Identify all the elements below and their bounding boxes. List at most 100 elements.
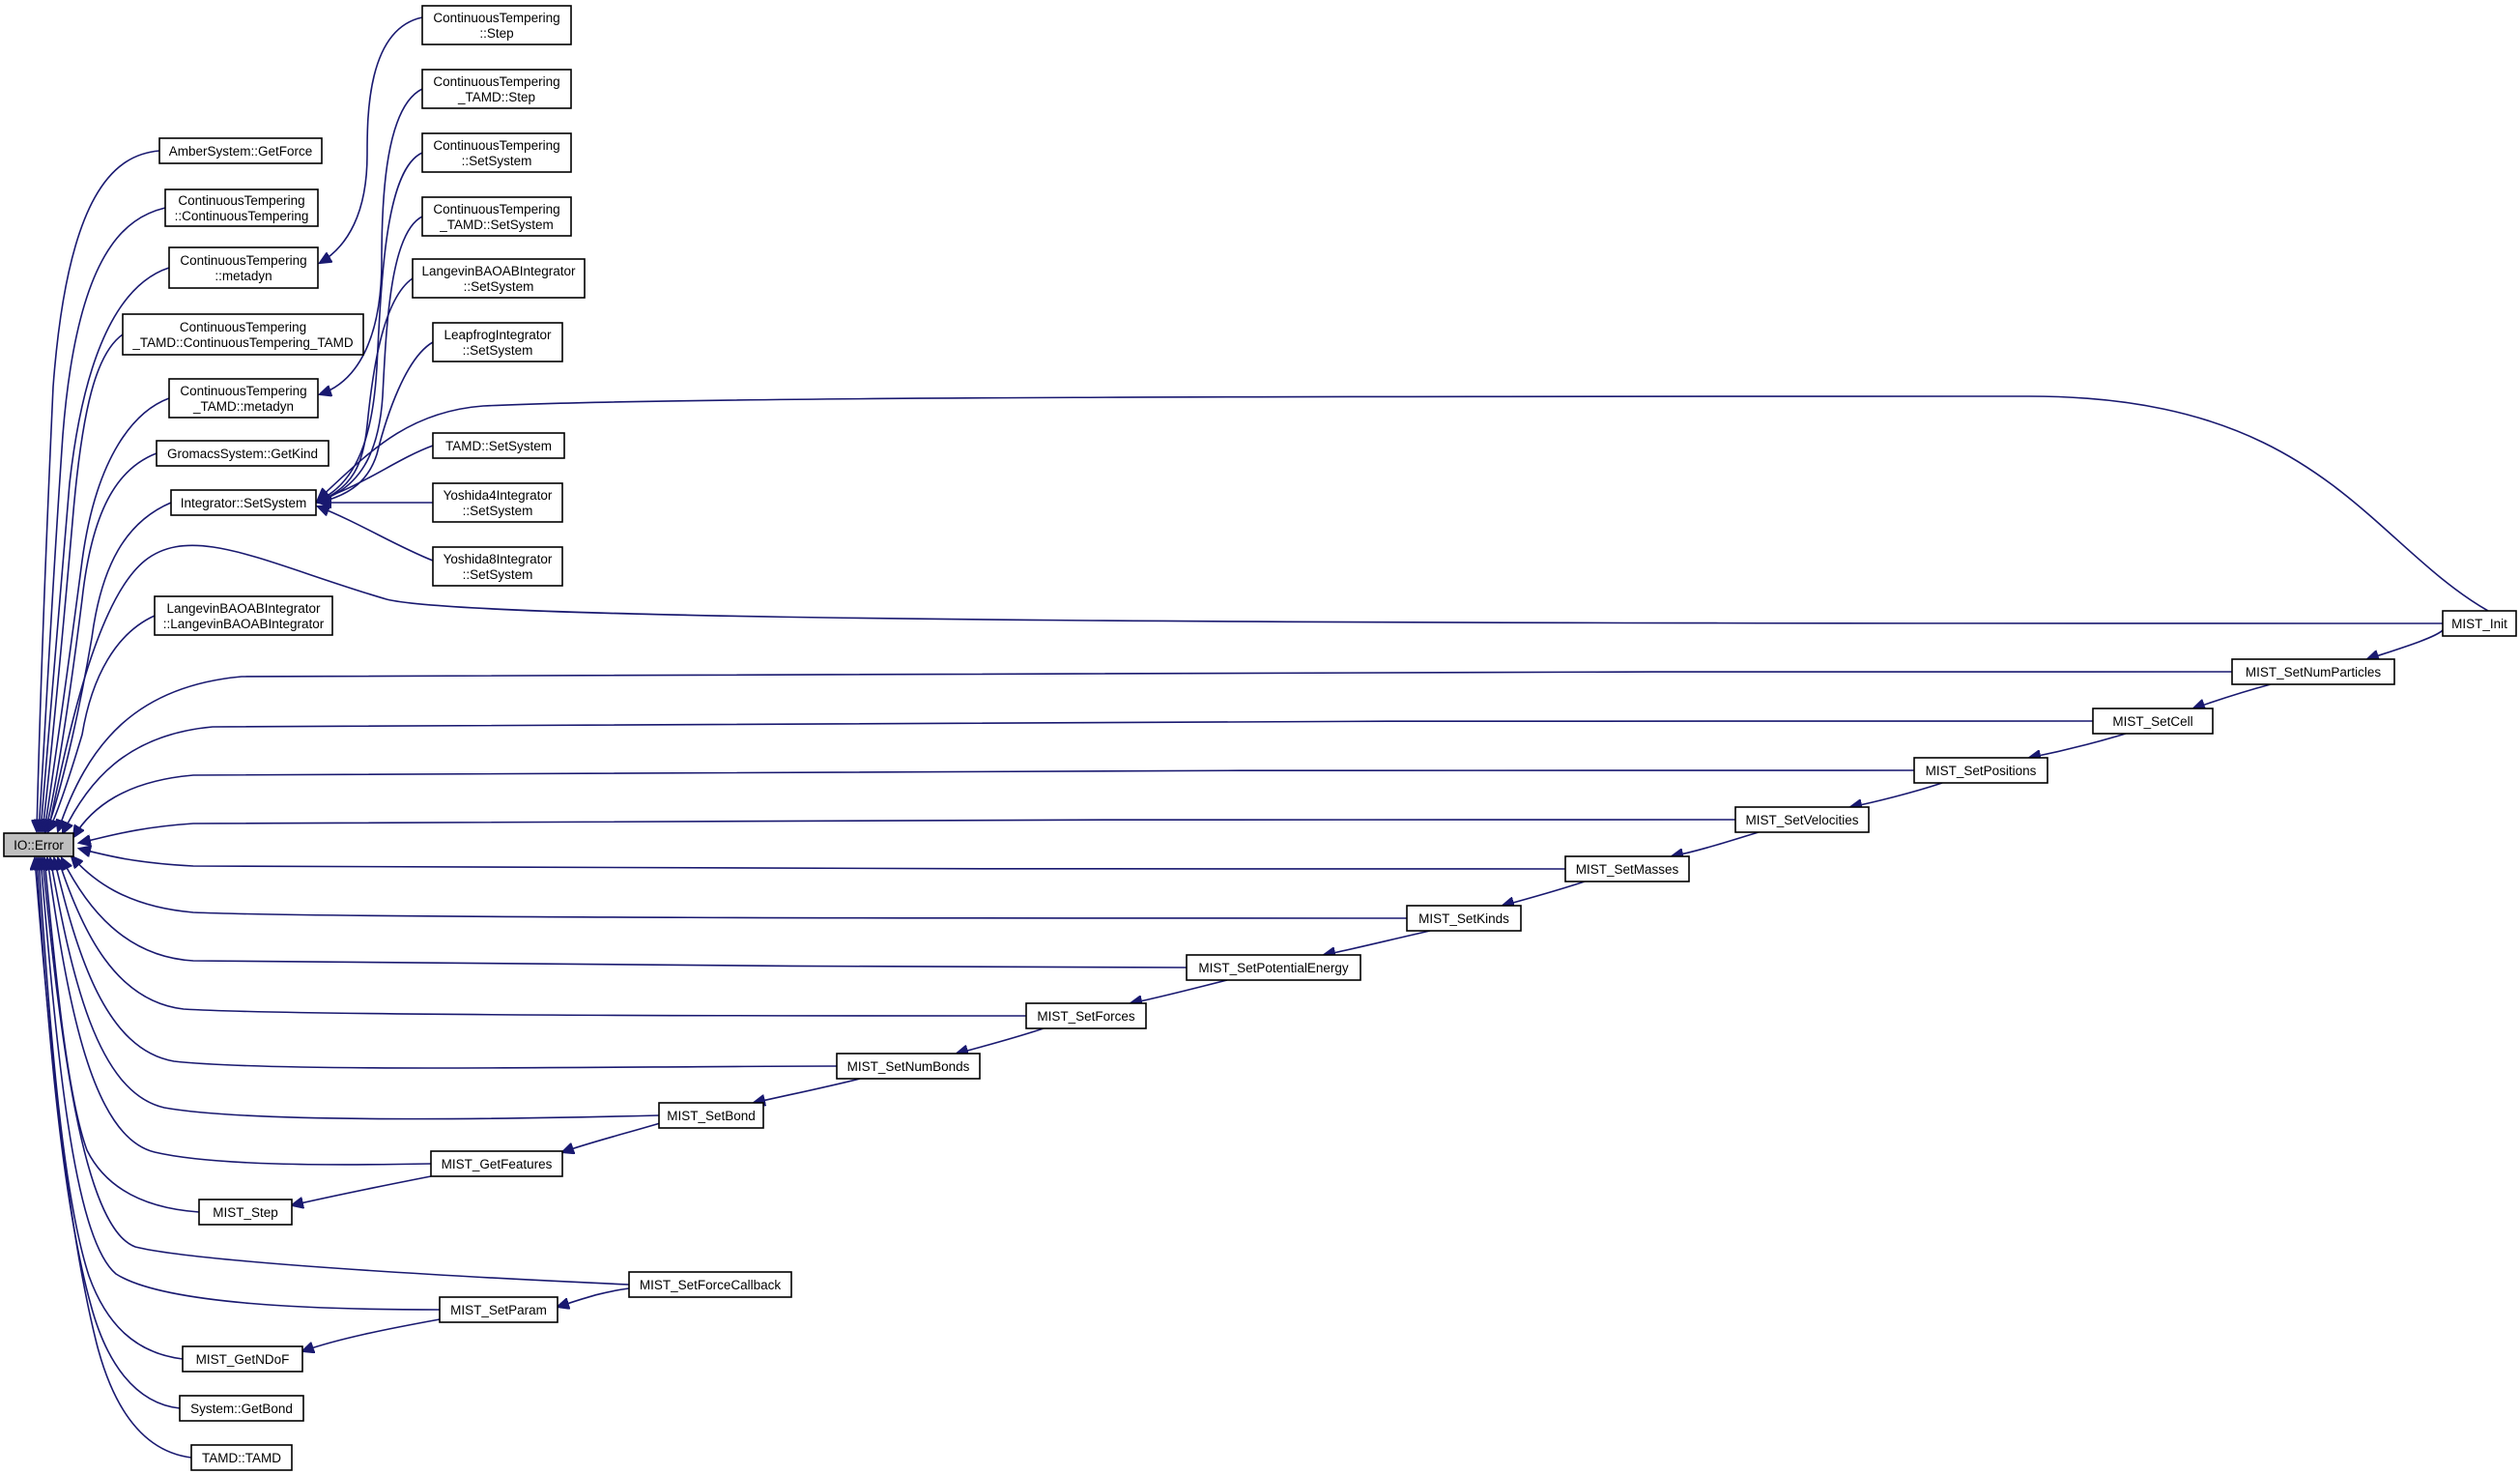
edge-setbond-getfeat (562, 1120, 668, 1152)
node-box (421, 5, 572, 45)
node-setforces[interactable]: MIST_SetForces (1025, 1002, 1147, 1029)
node-label: ContinuousTempering (180, 253, 306, 268)
node-box (430, 1150, 563, 1177)
node-label: ContinuousTempering (433, 138, 559, 153)
node-box (432, 432, 565, 459)
node-getfeat[interactable]: MIST_GetFeatures (430, 1150, 563, 1177)
node-ctt-metadyn[interactable]: ContinuousTempering_TAMD::metadyn (168, 378, 319, 419)
node-box (1734, 806, 1870, 833)
edge-setnumbonds (54, 858, 838, 1069)
node-label: GromacsSystem::GetKind (167, 447, 318, 461)
node-label: _TAMD::ContinuousTempering_TAMD (131, 335, 354, 350)
node-label: ContinuousTempering (180, 320, 306, 334)
node-label: MIST_SetForceCallback (640, 1278, 782, 1292)
node-label: MIST_SetNumBonds (847, 1059, 970, 1074)
node-box (1406, 905, 1522, 932)
edge-ct-ct (39, 207, 166, 831)
node-label: MIST_SetForces (1037, 1009, 1135, 1024)
node-setkinds[interactable]: MIST_SetKinds (1406, 905, 1522, 932)
node-ctt-ctt[interactable]: ContinuousTempering_TAMD::ContinuousTemp… (122, 313, 364, 356)
node-ct-metadyn[interactable]: ContinuousTempering::metadyn (168, 246, 319, 289)
node-lbaoab-setsys[interactable]: LangevinBAOABIntegrator::SetSystem (412, 258, 586, 299)
node-setfcb[interactable]: MIST_SetForceCallback (628, 1271, 792, 1298)
node-box (168, 246, 319, 289)
edge-setnumbonds-setbond (754, 1078, 861, 1103)
node-gromacs[interactable]: GromacsSystem::GetKind (156, 440, 329, 467)
node-label: AmberSystem::GetForce (169, 144, 313, 159)
node-label: System::GetBond (190, 1402, 293, 1416)
node-box (122, 313, 364, 356)
edge-setmass-setkinds (1503, 881, 1586, 906)
node-label: MIST_SetPotentialEnergy (1198, 961, 1349, 975)
node-sys-getbond[interactable]: System::GetBond (179, 1395, 304, 1422)
edge-integ (46, 502, 172, 831)
node-label: Integrator::SetSystem (181, 496, 307, 510)
edge-getndof (39, 858, 184, 1360)
node-init[interactable]: MIST_Init (2442, 610, 2517, 637)
node-setmass[interactable]: MIST_SetMasses (1564, 855, 1690, 882)
edge-setparam-getndof (302, 1318, 441, 1351)
node-tamd-tamd[interactable]: TAMD::TAMD (190, 1444, 293, 1471)
node-amber[interactable]: AmberSystem::GetForce (158, 137, 323, 164)
node-box (439, 1296, 558, 1323)
node-setpos[interactable]: MIST_SetPositions (1913, 757, 2048, 784)
edge-amber (37, 150, 160, 831)
node-setcell[interactable]: MIST_SetCell (2092, 708, 2214, 735)
edge-tamd-setsys (318, 445, 434, 501)
node-box (198, 1199, 293, 1226)
node-box (421, 69, 572, 109)
node-label: LeapfrogIntegrator (444, 328, 552, 342)
node-setbond[interactable]: MIST_SetBond (658, 1102, 764, 1129)
edge-gromacs (45, 452, 158, 831)
node-label: _TAMD::SetSystem (439, 217, 554, 232)
node-setvel[interactable]: MIST_SetVelocities (1734, 806, 1870, 833)
edges-layer (35, 16, 2489, 1459)
node-ioerror[interactable]: IO::Error (3, 832, 74, 857)
node-ct-step[interactable]: ContinuousTempering::Step (421, 5, 572, 45)
edge-init-numpart (2367, 629, 2444, 659)
node-label: MIST_SetNumParticles (2246, 665, 2382, 679)
node-box (168, 378, 319, 419)
node-leapfrog[interactable]: LeapfrogIntegrator::SetSystem (432, 322, 563, 362)
node-label: MIST_SetVelocities (1745, 813, 1858, 827)
node-ctt-step[interactable]: ContinuousTempering_TAMD::Step (421, 69, 572, 109)
node-integ[interactable]: Integrator::SetSystem (170, 489, 317, 516)
node-box (179, 1395, 304, 1422)
edge-setpe-setforces (1131, 979, 1228, 1003)
node-getndof[interactable]: MIST_GetNDoF (182, 1345, 303, 1373)
edge-ct-metadyn (41, 267, 170, 831)
node-lbaoab-ctor[interactable]: LangevinBAOABIntegrator::LangevinBAOABIn… (154, 595, 333, 636)
node-yosh8[interactable]: Yoshida8Integrator::SetSystem (432, 546, 563, 587)
edge-ct-step (320, 16, 423, 263)
node-setpe[interactable]: MIST_SetPotentialEnergy (1186, 954, 1361, 981)
edge-setpe (62, 858, 1188, 968)
edge-init-integ (318, 395, 2489, 612)
edge-init (48, 544, 2444, 831)
node-step[interactable]: MIST_Step (198, 1199, 293, 1226)
node-ct-ct[interactable]: ContinuousTempering::ContinuousTempering (164, 188, 319, 227)
edge-sys-getbond (37, 858, 181, 1409)
node-label: Yoshida4Integrator (444, 488, 553, 503)
node-box (190, 1444, 293, 1471)
node-setnumbonds[interactable]: MIST_SetNumBonds (836, 1053, 981, 1080)
node-box (421, 196, 572, 237)
node-tamd-setsys[interactable]: TAMD::SetSystem (432, 432, 565, 459)
edge-setkinds-setpe (1324, 930, 1431, 955)
node-label: IO::Error (14, 838, 64, 853)
node-setparam[interactable]: MIST_SetParam (439, 1296, 558, 1323)
node-box (432, 546, 563, 587)
edge-step (44, 858, 200, 1213)
node-yosh4[interactable]: Yoshida4Integrator::SetSystem (432, 482, 563, 523)
node-label: LangevinBAOABIntegrator (166, 601, 321, 616)
node-label: ContinuousTempering (433, 11, 559, 25)
node-label: ::SetSystem (464, 279, 534, 294)
edge-setparam (41, 858, 441, 1311)
node-ctt-setsys[interactable]: ContinuousTempering_TAMD::SetSystem (421, 196, 572, 237)
node-numpart[interactable]: MIST_SetNumParticles (2231, 658, 2395, 685)
node-box (2092, 708, 2214, 735)
node-label: MIST_SetParam (450, 1303, 547, 1317)
node-label: MIST_SetPositions (1926, 764, 2037, 778)
node-label: MIST_SetMasses (1576, 862, 1679, 877)
node-ct-setsys[interactable]: ContinuousTempering::SetSystem (421, 132, 572, 173)
